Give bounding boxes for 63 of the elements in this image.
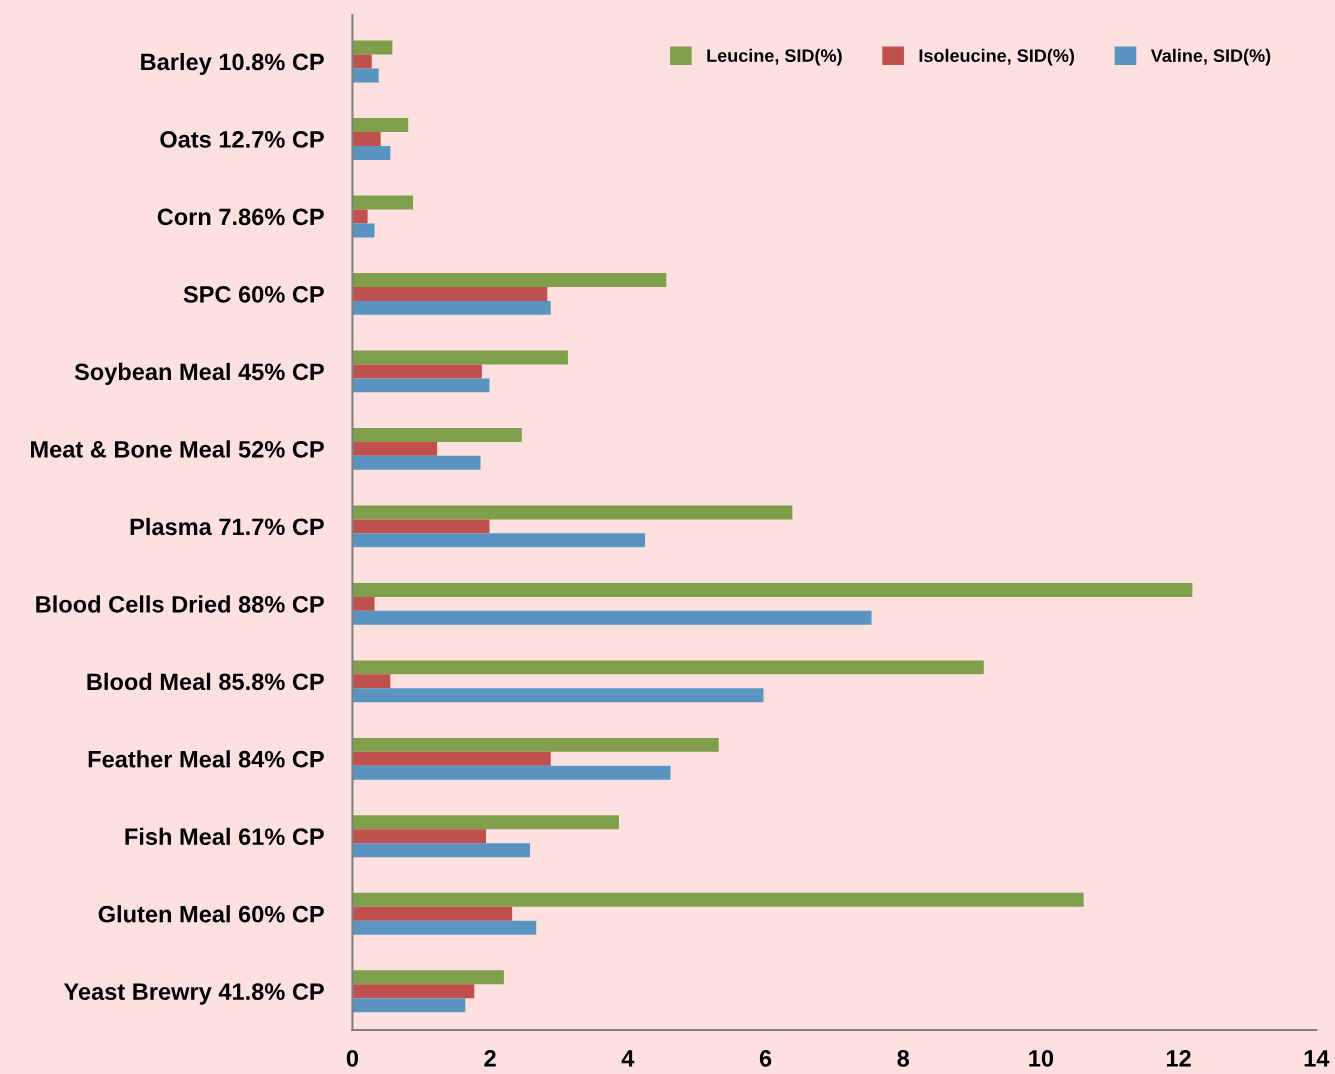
bar — [352, 209, 368, 224]
y-tick-label: Feather Meal 84% CP — [88, 750, 324, 768]
y-tick-label: Fish Meal 61% CP — [125, 827, 324, 846]
bar — [352, 118, 409, 133]
legend-label: Leucine, SID(%) — [707, 48, 842, 66]
bar — [352, 660, 984, 675]
bar — [352, 892, 1084, 907]
y-tick-label: Barley 10.8% CP — [141, 52, 324, 75]
bar — [352, 970, 504, 985]
y-tick-label: Blood Cells Dried 88% CP — [36, 595, 324, 613]
legend-label: Isoleucine, SID(%) — [919, 48, 1075, 66]
bar — [352, 145, 391, 160]
legend-label: Valine, SID(%) — [1150, 48, 1271, 66]
bar — [352, 843, 531, 858]
bar — [352, 596, 375, 611]
bar — [352, 829, 486, 844]
bar — [352, 223, 375, 238]
bar — [352, 54, 372, 69]
bar — [352, 286, 548, 301]
x-tick-label: 8 — [897, 1050, 910, 1067]
bar — [352, 737, 719, 752]
bar — [352, 765, 671, 780]
bar — [352, 815, 619, 830]
bar — [352, 350, 568, 365]
y-tick-label: SPC 60% CP — [183, 286, 324, 303]
bar — [352, 195, 414, 210]
bar — [352, 441, 438, 456]
y-tick-label: Soybean Meal 45% CP — [74, 362, 324, 385]
y-tick-label: Meat & Bone Meal 52% CP — [31, 440, 324, 458]
bar — [352, 751, 551, 766]
bar — [352, 998, 466, 1013]
bar — [352, 906, 513, 921]
y-tick-label: Blood Meal 85.8% CP — [87, 672, 324, 691]
bar — [352, 273, 667, 287]
bar — [352, 984, 475, 999]
bar — [352, 455, 481, 470]
bar — [352, 582, 1193, 597]
bar — [352, 533, 646, 548]
bar — [352, 427, 522, 442]
x-tick-label: 4 — [621, 1050, 635, 1067]
x-tick-label: 6 — [759, 1050, 772, 1067]
x-tick-label: 0 — [346, 1050, 359, 1067]
bar — [352, 519, 490, 534]
bar — [352, 40, 393, 55]
y-tick-label: Oats 12.7% CP — [160, 131, 324, 148]
x-tick-label: 10 — [1029, 1050, 1054, 1067]
bar — [352, 378, 490, 393]
bar — [352, 364, 482, 379]
y-tick-label: Gluten Meal 60% CP — [98, 905, 324, 923]
bar — [352, 300, 551, 315]
bar — [352, 920, 537, 935]
bar — [352, 505, 793, 520]
y-tick-label: Plasma 71.7% CP — [130, 517, 324, 536]
x-tick-label: 14 — [1304, 1050, 1330, 1067]
bar — [352, 132, 381, 146]
x-tick-label: 12 — [1166, 1050, 1191, 1067]
x-tick-label: 2 — [484, 1050, 496, 1067]
y-tick-label: Yeast Brewry 41.8% CP — [63, 983, 324, 1005]
bar — [352, 610, 872, 625]
bar — [352, 688, 764, 703]
y-tick-label: Corn 7.86% CP — [157, 208, 324, 226]
bar — [352, 68, 379, 83]
bar — [352, 674, 391, 689]
